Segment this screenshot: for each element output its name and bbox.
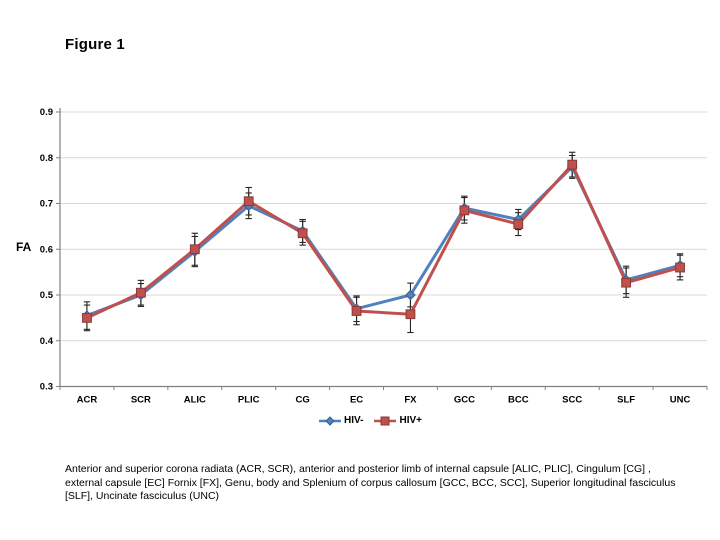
data-point-square <box>405 309 416 320</box>
y-tick-label: 0.7 <box>40 199 53 210</box>
y-tick-label: 0.9 <box>40 107 53 118</box>
data-point-square <box>297 228 308 239</box>
hiv-negative-legend-marker-icon <box>319 415 342 426</box>
data-point-square <box>82 312 92 323</box>
x-tick-label: EC <box>350 395 363 406</box>
y-axis-title: FA <box>16 240 32 254</box>
data-point-square <box>675 262 685 273</box>
x-tick-label: GCC <box>454 395 475 406</box>
chart-legend: HIV- HIV+ <box>10 415 720 426</box>
x-tick-label: UNC <box>670 395 691 406</box>
y-tick-label: 0.5 <box>40 290 54 301</box>
x-tick-label: CG <box>296 395 310 406</box>
y-tick-label: 0.6 <box>40 244 53 255</box>
data-point-square <box>459 205 470 216</box>
legend-label-hiv-negative: HIV- <box>344 415 364 426</box>
x-tick-label: FX <box>404 395 417 406</box>
x-tick-label: PLIC <box>238 395 260 406</box>
data-point-square <box>567 159 578 170</box>
figure-caption: Anterior and superior corona radiata (AC… <box>65 463 676 503</box>
y-tick-label: 0.3 <box>40 382 53 393</box>
series-line-hiv+ <box>85 163 682 320</box>
data-point-diamond <box>405 289 416 301</box>
data-point-square <box>513 219 524 229</box>
hiv-positive-legend-marker-icon <box>374 416 397 425</box>
legend-item-hiv-negative: HIV- <box>318 415 363 426</box>
data-point-square <box>621 277 632 288</box>
x-tick-label: ALIC <box>184 395 206 406</box>
data-point-square <box>351 306 362 316</box>
y-tick-label: 0.8 <box>40 153 53 164</box>
data-point-square <box>243 196 254 207</box>
x-tick-label: SCR <box>131 395 151 406</box>
legend-label-hiv-positive: HIV+ <box>399 415 422 426</box>
data-point-square <box>135 287 146 298</box>
x-tick-label: SLF <box>617 395 635 406</box>
x-tick-label: SCC <box>562 395 582 406</box>
x-tick-label: BCC <box>508 395 529 406</box>
figure-title: Figure 1 <box>65 36 125 53</box>
legend-item-hiv-positive: HIV+ <box>373 415 422 426</box>
data-point-square <box>189 244 200 255</box>
y-tick-label: 0.4 <box>40 336 54 347</box>
x-tick-label: ACR <box>77 395 98 406</box>
fa-line-chart: 0.3 0.4 0.5 0.6 0.7 0.8 0.9 ACR SCR ALIC PLIC CG EC F… <box>40 107 708 406</box>
series-line-hiv- <box>85 165 682 318</box>
